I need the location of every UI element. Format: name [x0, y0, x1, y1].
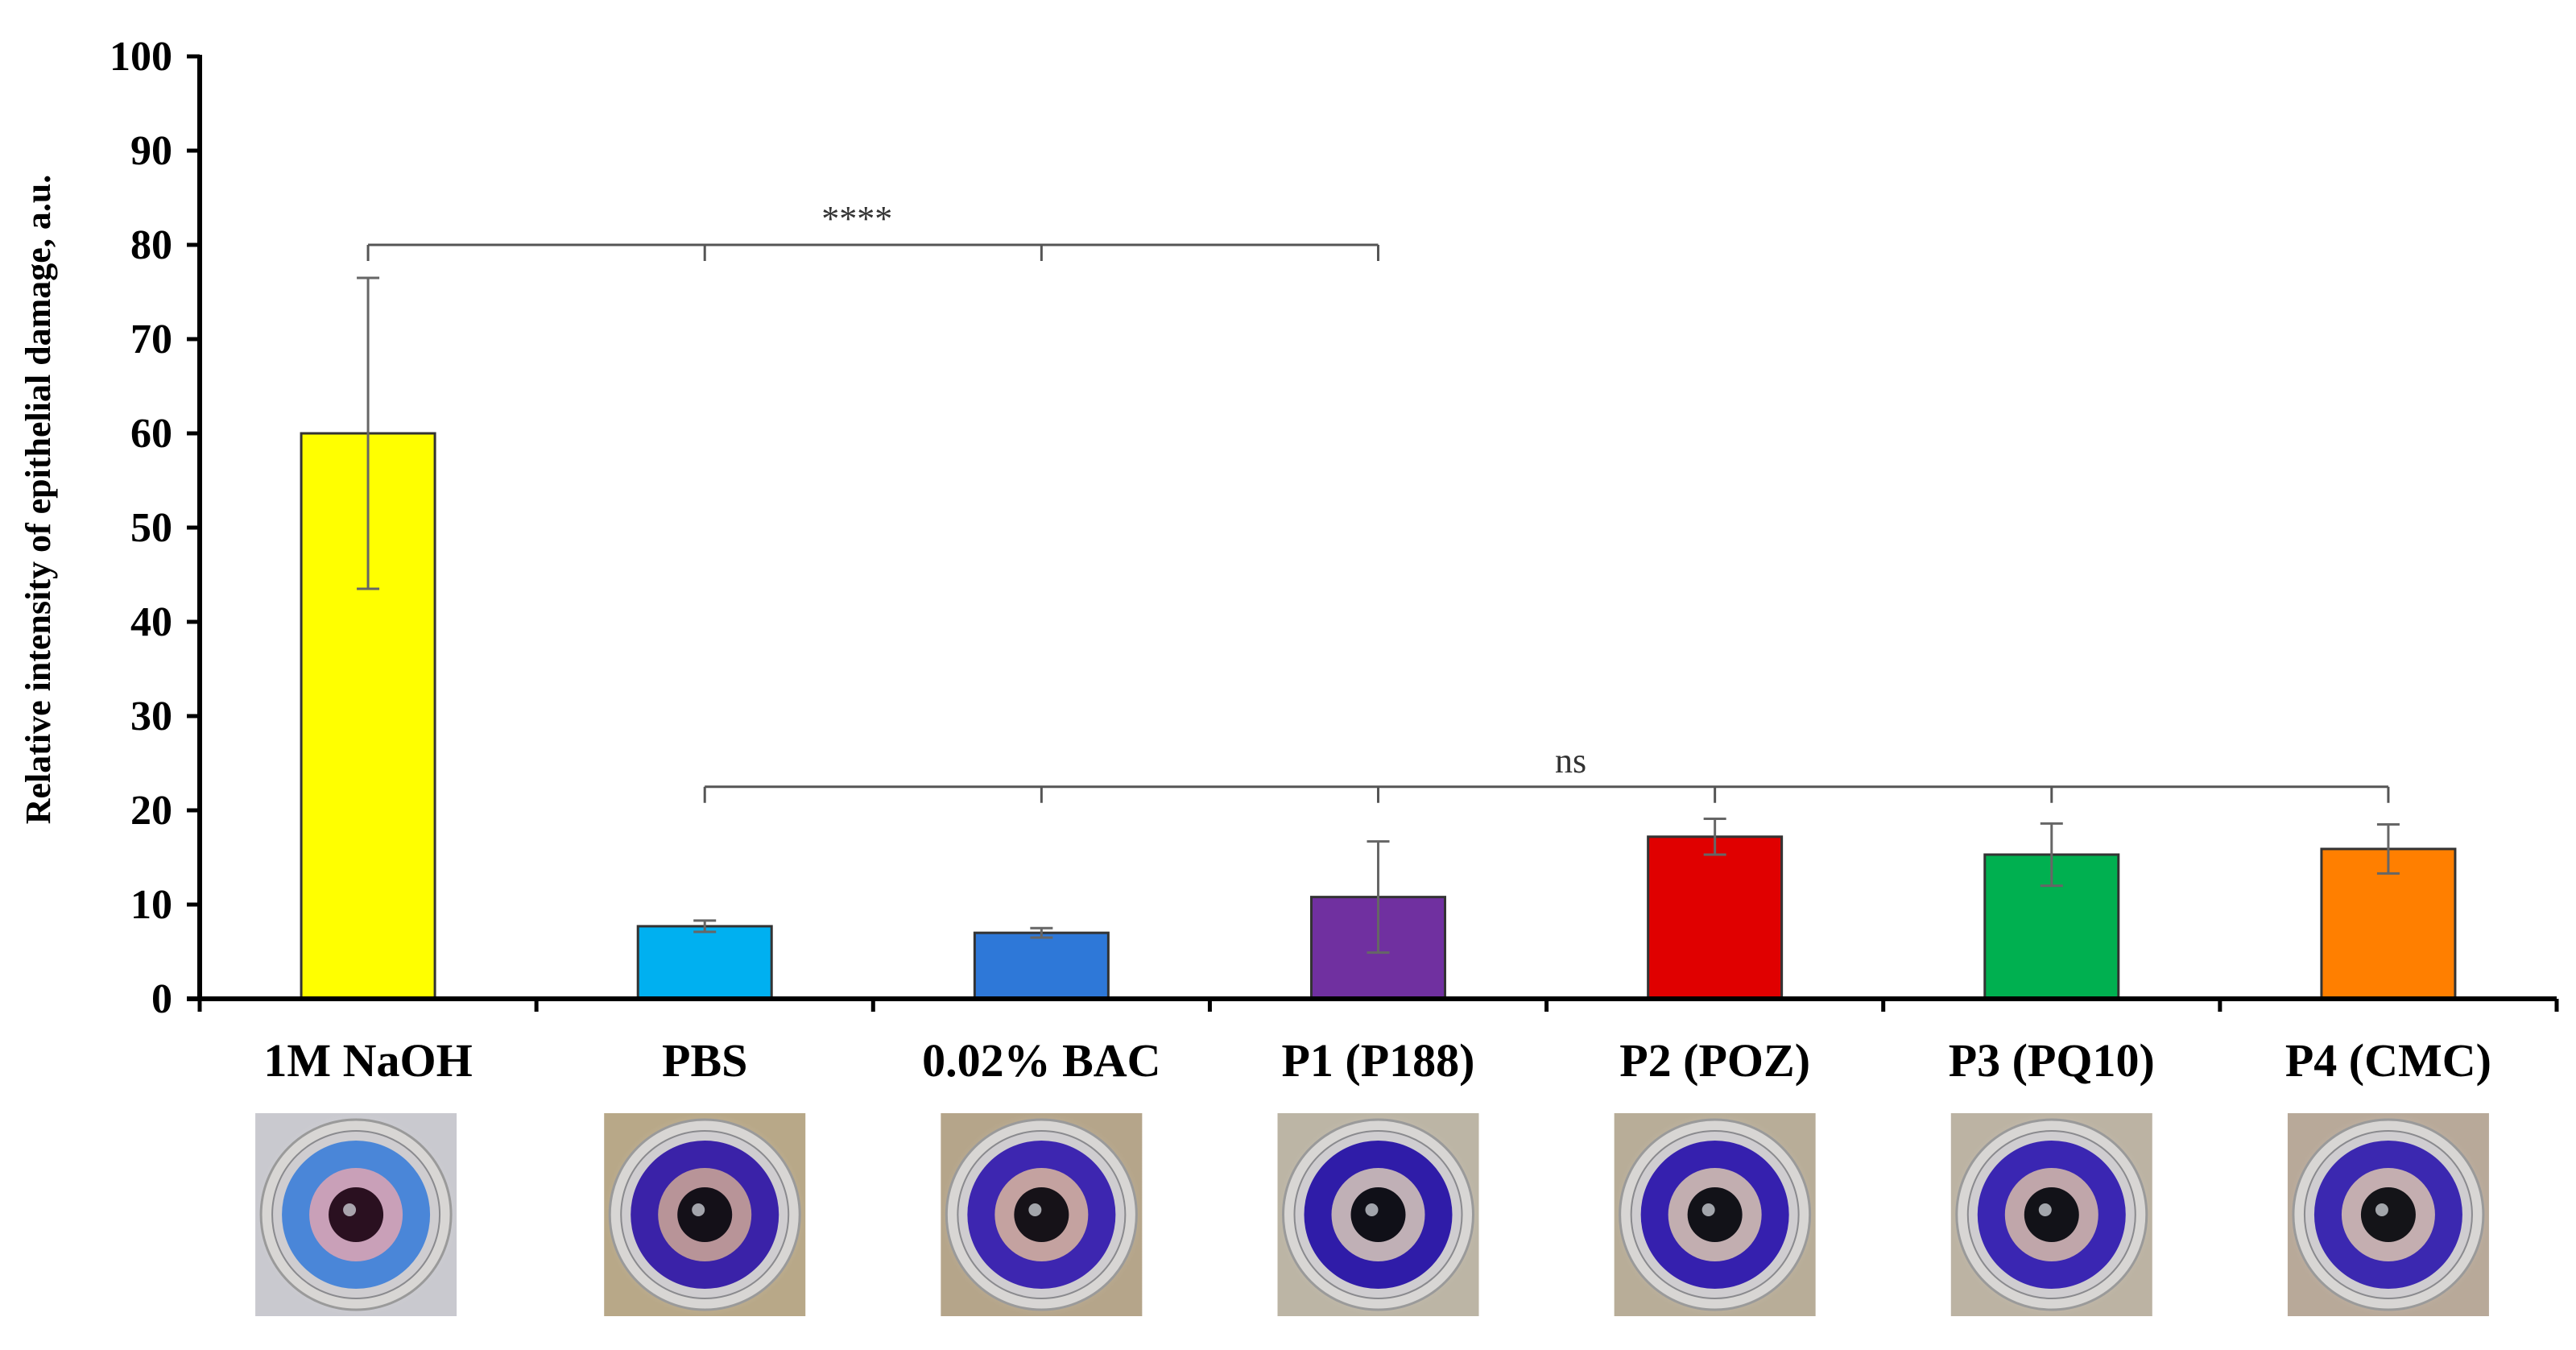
pupil	[1687, 1187, 1743, 1242]
pupil	[677, 1187, 733, 1242]
highlight	[2038, 1203, 2052, 1216]
cornea-photo-icon	[1614, 1113, 1816, 1316]
significance-label: ns	[1555, 741, 1586, 781]
axes	[187, 55, 2559, 1012]
cornea-photo-icon	[941, 1113, 1143, 1316]
y-axis-title: Relative intensity of epithelial damage,…	[19, 175, 58, 825]
cornea-photo-icon	[1950, 1113, 2152, 1316]
pupil	[329, 1187, 384, 1242]
pupil	[2360, 1187, 2416, 1242]
y-tick-label: 10	[130, 882, 172, 928]
bars	[300, 432, 2457, 1000]
bar-3	[973, 931, 1110, 1000]
y-tick-label: 50	[130, 505, 172, 551]
category-label: 0.02% BAC	[922, 1034, 1160, 1087]
highlight	[1365, 1203, 1379, 1216]
y-tick-label: 20	[130, 788, 172, 834]
highlight	[1028, 1203, 1042, 1216]
category-label: P3 (PQ10)	[1949, 1034, 2155, 1087]
cornea-photo-icon	[604, 1113, 806, 1316]
bar-2	[636, 925, 773, 1000]
category-label: P2 (POZ)	[1619, 1034, 1810, 1087]
highlight	[2375, 1203, 2388, 1216]
significance-brackets: **** ns	[366, 199, 2390, 803]
y-tick-label: 100	[110, 34, 172, 80]
eye-photos	[255, 1113, 2489, 1316]
significance-label: ****	[821, 199, 892, 238]
error-bars	[357, 276, 2400, 955]
category-label: P4 (CMC)	[2285, 1034, 2491, 1087]
y-tick-label: 0	[151, 976, 172, 1022]
x-axis-categories: 1M NaOH PBS 0.02% BAC P1 (P188) P2 (POZ) P3 (…	[263, 1034, 2491, 1087]
pupil	[2024, 1187, 2079, 1242]
bar-5	[1647, 835, 1784, 1000]
highlight	[1701, 1203, 1715, 1216]
highlight	[343, 1203, 357, 1216]
cornea-photo-icon	[2287, 1113, 2489, 1316]
damaged-cornea-photo-icon	[255, 1113, 457, 1316]
y-axis-ticks: 0 10 20 30 40 50 60 70 80 90 100	[110, 34, 200, 1022]
category-label: 1M NaOH	[263, 1034, 472, 1087]
y-tick-label: 30	[130, 694, 172, 739]
y-tick-label: 80	[130, 222, 172, 268]
y-tick-label: 60	[130, 411, 172, 457]
cornea-photo-icon	[1277, 1113, 1479, 1316]
category-label: P1 (P188)	[1282, 1034, 1475, 1087]
y-tick-label: 40	[130, 599, 172, 645]
y-tick-label: 90	[130, 128, 172, 174]
highlight	[692, 1203, 705, 1216]
y-tick-label: 70	[130, 317, 172, 362]
pupil	[1014, 1187, 1069, 1242]
category-label: PBS	[662, 1034, 747, 1087]
pupil	[1350, 1187, 1406, 1242]
